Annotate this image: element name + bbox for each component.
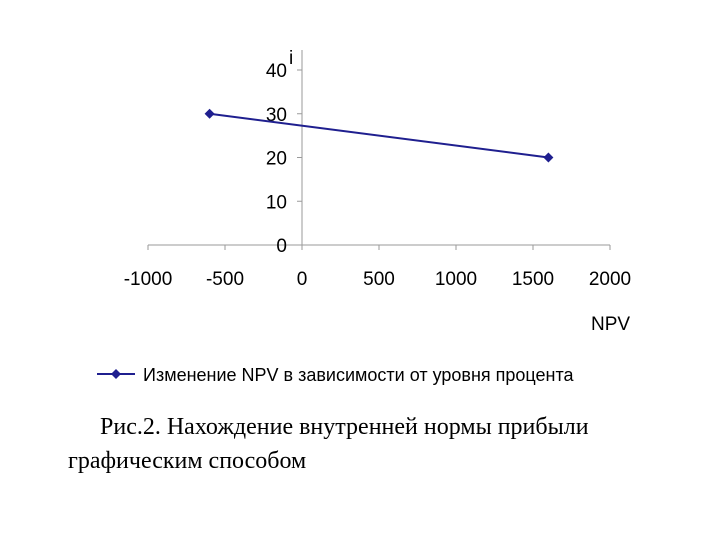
y-tick-labels: 0 10 20 30 40 [266,61,287,257]
series-line [209,112,549,159]
legend: Изменение NPV в зависимости от уровня пр… [97,365,575,385]
y-tick-label: 30 [266,105,287,126]
legend-marker [111,369,121,379]
x-axis-label: NPV [591,314,630,335]
y-axis-label: i [289,48,293,69]
caption-line-2: графическим способом [68,448,307,474]
x-tick-label: 500 [363,269,395,290]
data-point [543,152,554,163]
chart-axes [147,50,611,250]
y-tick-label: 20 [266,149,287,170]
caption-line-1: Рис.2. Нахождение внутренней нормы прибы… [100,414,589,440]
series-group [204,108,554,163]
x-tick-label: 1500 [512,269,554,290]
figure-caption: Рис.2. Нахождение внутренней нормы прибы… [68,410,708,478]
x-tick-label: 2000 [589,269,631,290]
x-tick-labels: -1000 -500 0 500 1000 1500 2000 [124,269,631,290]
legend-label: Изменение NPV в зависимости от уровня пр… [143,365,575,385]
x-tick-label: -500 [206,269,244,290]
y-tick-label: 40 [266,61,287,82]
y-tick-label: 0 [276,236,287,257]
y-tick-label: 10 [266,192,287,213]
x-tick-label: -1000 [124,269,173,290]
x-tick-label: 1000 [435,269,477,290]
x-tick-label: 0 [297,269,308,290]
data-point [204,108,215,119]
